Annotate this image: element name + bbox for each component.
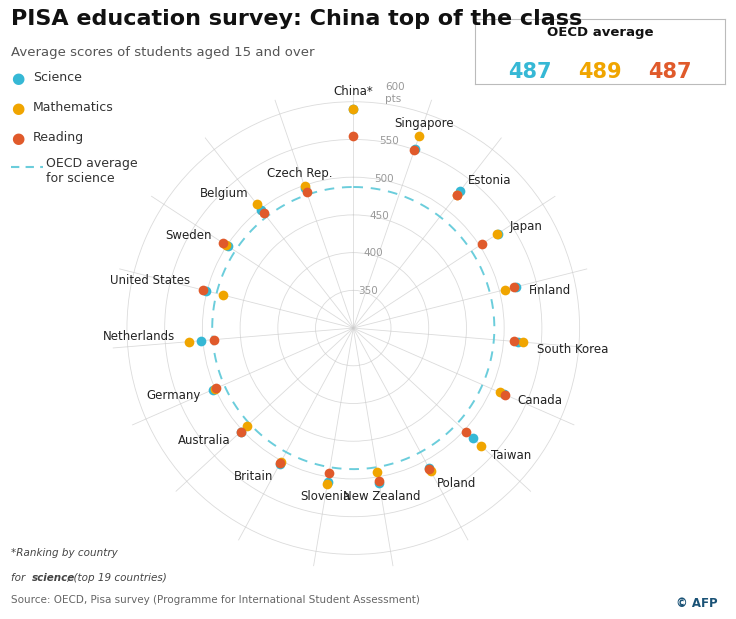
Text: Britain: Britain — [234, 470, 273, 483]
Text: Japan: Japan — [509, 220, 542, 233]
Text: Finland: Finland — [528, 284, 571, 297]
Text: 487: 487 — [508, 62, 551, 82]
Text: Czech Rep.: Czech Rep. — [267, 167, 333, 180]
Text: 350: 350 — [358, 286, 378, 296]
Text: Source: OECD, Pisa survey (Programme for International Student Assessment): Source: OECD, Pisa survey (Programme for… — [11, 595, 420, 605]
Text: 450: 450 — [369, 211, 389, 221]
Text: ●: ● — [11, 101, 24, 116]
Text: , (top 19 countries): , (top 19 countries) — [67, 573, 167, 582]
Text: 400: 400 — [364, 248, 383, 258]
Text: Belgium: Belgium — [200, 187, 249, 200]
Text: United States: United States — [110, 274, 190, 287]
Text: Netherlands: Netherlands — [103, 330, 175, 343]
Text: 500: 500 — [375, 174, 394, 184]
Text: Singapore: Singapore — [394, 117, 453, 130]
Text: Reading: Reading — [33, 131, 84, 144]
Text: ●: ● — [11, 71, 24, 86]
Text: *Ranking by country: *Ranking by country — [11, 548, 118, 558]
Text: Sweden: Sweden — [166, 229, 212, 242]
Text: New Zealand: New Zealand — [342, 490, 420, 503]
Text: 600
pts: 600 pts — [385, 82, 404, 104]
Text: Slovenia: Slovenia — [300, 490, 350, 503]
Text: ●: ● — [11, 131, 24, 145]
Text: Taiwan: Taiwan — [492, 449, 531, 462]
Text: Germany: Germany — [146, 389, 201, 402]
Text: 550: 550 — [380, 136, 399, 146]
Text: 487: 487 — [648, 62, 692, 82]
Text: PISA education survey: China top of the class: PISA education survey: China top of the … — [11, 9, 582, 29]
Text: South Korea: South Korea — [537, 344, 608, 357]
Text: 489: 489 — [578, 62, 622, 82]
Text: Poland: Poland — [437, 477, 477, 490]
Text: Australia: Australia — [178, 435, 230, 448]
Text: for: for — [11, 573, 29, 582]
Text: OECD average: OECD average — [547, 27, 653, 40]
Text: Average scores of students aged 15 and over: Average scores of students aged 15 and o… — [11, 46, 314, 59]
Text: China*: China* — [333, 85, 373, 98]
Text: OECD average
for science: OECD average for science — [46, 157, 138, 185]
Text: Science: Science — [33, 71, 82, 84]
Text: Canada: Canada — [517, 394, 563, 407]
Text: © AFP: © AFP — [676, 597, 718, 610]
Text: Mathematics: Mathematics — [33, 101, 114, 114]
Text: science: science — [32, 573, 75, 582]
Text: Estonia: Estonia — [468, 174, 512, 187]
